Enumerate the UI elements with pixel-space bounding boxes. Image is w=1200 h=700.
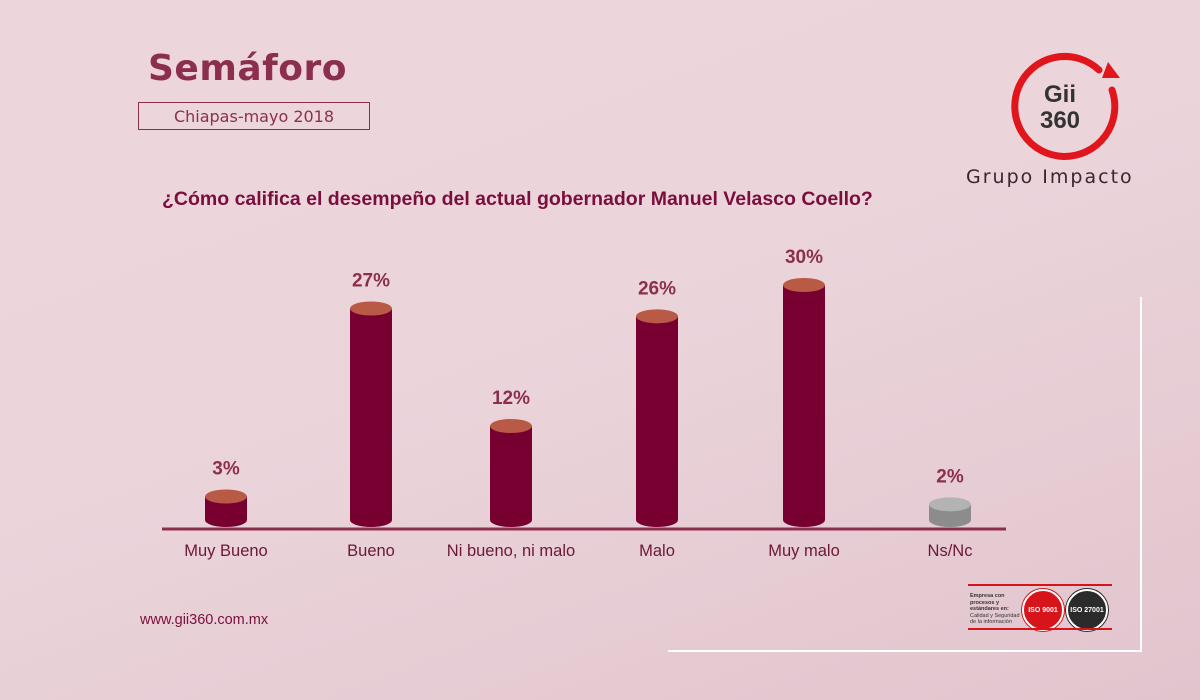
bar-top-0 [205,489,247,504]
page-title: Semáforo [148,48,348,89]
bar-top-3 [636,309,678,324]
cert-description: Empresa con procesos y estándares en: Ca… [970,593,1020,626]
brand-name: Grupo Impacto [966,166,1134,188]
bar-value-label-3: 26% [638,278,676,299]
frame-horizontal-line [668,650,1142,652]
logo-text-top: Gii [1044,81,1076,108]
category-label-3: Malo [639,542,675,560]
bar-base-3 [636,513,678,527]
website-url: www.gii360.com.mx [140,612,269,628]
bar-base-5 [929,513,971,527]
bar-base-0 [205,513,247,527]
bar-base-2 [490,513,532,527]
iso-27001-seal-icon: ISO 27001 [1066,589,1108,631]
cert-divider-top [968,584,1112,586]
category-label-1: Bueno [347,542,395,560]
bar-base-1 [350,513,392,527]
bar-top-1 [350,301,392,316]
cert-divider-bottom [968,628,1112,630]
bar-top-2 [490,419,532,433]
category-label-0: Muy Bueno [184,542,267,560]
iso-9001-seal-icon: ISO 9001 [1022,589,1064,631]
cert-description-text: Calidad y Seguridad de la información [970,612,1020,626]
bar-value-label-1: 27% [352,271,390,292]
bar-value-label-2: 12% [492,388,530,409]
certification-block: Empresa con procesos y estándares en: Ca… [968,584,1112,632]
bar-3 [636,316,678,520]
bar-value-label-5: 2% [936,466,964,487]
bar-value-label-0: 3% [212,459,240,480]
category-label-4: Muy malo [768,542,840,560]
bar-2 [490,426,532,520]
bar-base-4 [783,513,825,527]
chart-question: ¿Cómo califica el desempeño del actual g… [162,188,873,210]
cert-description-bold: Empresa con procesos y estándares en: [970,593,1009,612]
bar-4 [783,285,825,520]
bar-value-label-4: 30% [785,247,823,268]
frame-vertical-line [1140,297,1142,652]
bar-1 [350,308,392,520]
category-label-2: Ni bueno, ni malo [447,542,575,560]
category-label-5: Ns/Nc [928,542,973,560]
logo-text-bottom: 360 [1040,107,1080,134]
bar-top-4 [783,278,825,292]
subtitle-box: Chiapas-mayo 2018 [138,102,370,130]
bar-top-5 [929,497,971,512]
gii360-logo-icon: Gii 360 [1011,53,1120,160]
